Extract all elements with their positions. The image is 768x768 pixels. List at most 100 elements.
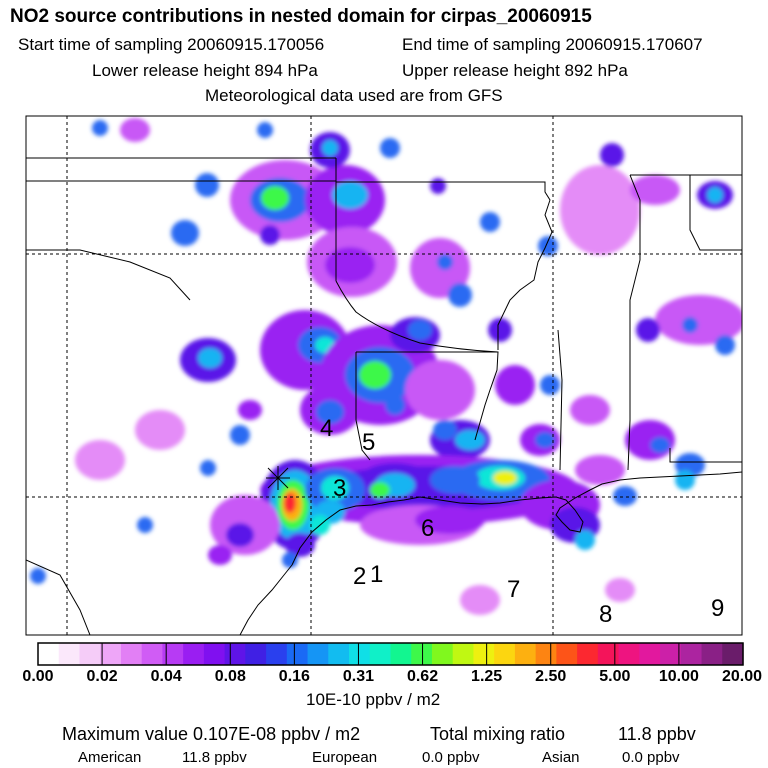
colorbar-swatch [722,643,744,665]
colorbar-swatch [514,643,537,665]
coastline [239,564,293,635]
colorbar-swatch [701,643,723,665]
colorbar-swatch [120,643,143,665]
max-value-label: Maximum value 0.107E-08 ppbv / m2 [62,724,361,744]
colorbar-swatch [141,643,164,665]
colorbar-swatch [286,643,309,665]
state-border [689,175,742,251]
colorbar-swatch [494,643,516,665]
concentration-blob [682,317,698,333]
european-label: European [312,749,378,766]
concentration-blob [538,236,558,256]
colorbar-swatch [618,643,640,665]
concentration-blob [560,165,640,255]
concentration-blob [408,320,432,340]
colorbar-tick-label: 2.50 [535,668,567,685]
concentration-blob [285,533,315,557]
concentration-blob [575,530,595,550]
colorbar-unit: 10E-10 ppbv / m2 [306,690,441,709]
concentration-blob [570,395,610,425]
colorbar-swatch [431,643,454,665]
concentration-blob [282,552,298,568]
state-border [355,352,371,461]
concentration-blob [332,181,368,209]
lower-height-label: Lower release height 894 hPa [92,61,318,80]
colorbar-swatch [452,643,475,665]
colorbar-tick-label: 0.04 [150,668,182,685]
concentration-blob [493,471,517,485]
concentration-blob [415,506,485,534]
colorbar-tick-label: 0.16 [278,668,310,685]
colorbar-swatch [266,643,288,665]
region-label-1: 1 [370,561,383,588]
release-site-marker [266,466,290,490]
colorbar-swatch [307,643,329,665]
concentration-blob [198,348,222,368]
region-label-2: 2 [353,563,366,590]
colorbar-swatch [390,643,412,665]
concentration-blob [385,395,405,415]
concentration-blob [600,143,624,167]
american-value: 11.8 ppbv [182,749,247,766]
total-mixing-value: 11.8 ppbv [618,724,696,744]
colorbar-swatch [473,643,495,665]
total-mixing-label: Total mixing ratio [430,724,566,744]
coastline [291,471,742,566]
colorbar-tick-label: 20.00 [721,668,763,685]
colorbar-swatch [183,643,205,665]
asian-value: 0.0 ppbv [622,749,680,766]
colorbar [37,643,744,665]
colorbar-tick-label: 0.31 [342,668,375,685]
concentration-blob [200,460,216,476]
concentration-blob [455,430,485,450]
state-border [356,351,499,441]
colorbar-swatch [162,643,184,665]
region-label-7: 7 [507,576,520,603]
state-border [557,329,563,471]
concentration-blob [636,318,660,342]
colorbar-tick-label: 5.00 [599,668,631,685]
concentration-blob [655,295,742,345]
concentration-blob [257,122,273,138]
map-boundaries [26,116,742,635]
concentration-blob [575,455,625,485]
concentration-blob [137,517,153,533]
colorbar-swatch [38,643,60,665]
region-label-4: 4 [320,415,333,442]
colorbar-tick-label: 10.00 [658,668,699,685]
colorbar-swatch [369,643,392,665]
concentration-blob [316,400,344,424]
colorbar-tick-label: 0.08 [214,668,246,685]
american-label: American [78,749,142,766]
concentration-blob [605,578,635,602]
concentration-blob [630,175,680,205]
state-border [336,181,553,350]
state-border [26,249,191,301]
colorbar-swatch [660,643,682,665]
concentration-blob [260,225,280,245]
colorbar-swatch [203,643,226,665]
concentration-blob [540,375,560,395]
european-value: 0.0 ppbv [422,749,480,766]
region-label-3: 3 [333,475,346,502]
concentration-blob [171,220,199,246]
concentration-blob [120,118,150,142]
chart-title: NO2 source contributions in nested domai… [10,6,592,27]
colorbar-swatch [639,643,661,665]
concentration-blob [284,493,296,513]
concentration-blob [135,410,185,450]
state-border [669,448,742,463]
concentration-blob [480,212,500,232]
concentration-blob [261,186,289,210]
colorbar-swatch [411,643,433,665]
state-border [335,280,499,353]
concentration-blob [30,568,46,584]
concentration-blob [195,173,219,197]
colorbar-swatch [100,643,122,665]
concentration-blob [488,318,512,342]
concentration-blob [230,425,250,445]
concentration-blob [613,486,637,506]
region-label-5: 5 [362,429,375,456]
met-data-label: Meteorological data used are from GFS [205,86,503,105]
